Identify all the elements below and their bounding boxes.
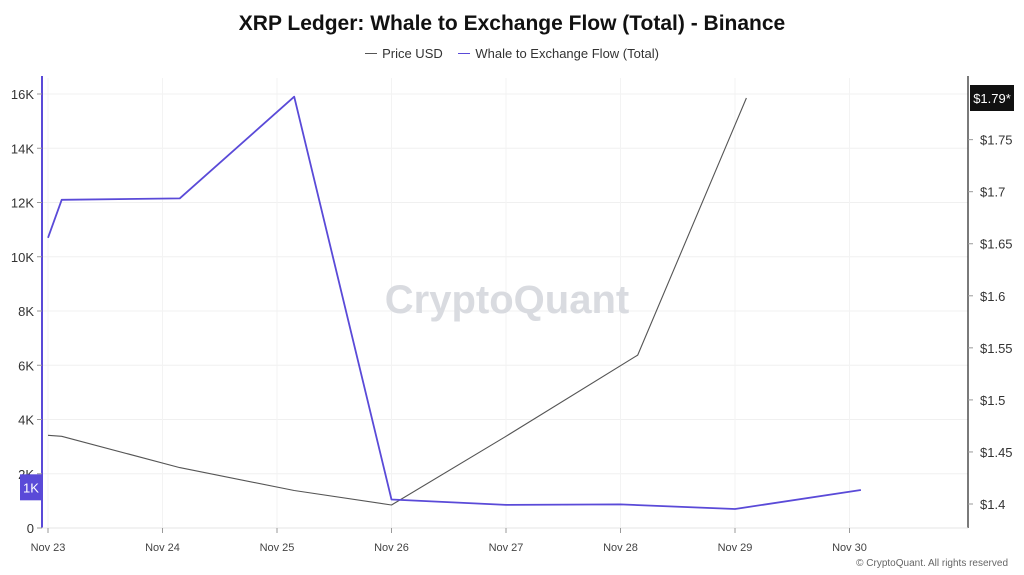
x-tick-label: Nov 23 [31, 542, 66, 554]
right-tick-label: $1.75 [980, 133, 1013, 148]
x-tick-label: Nov 24 [145, 542, 180, 554]
left-tick-label: 0 [27, 521, 34, 536]
x-tick-label: Nov 27 [489, 542, 524, 554]
left-tick-label: 10K [11, 250, 34, 265]
legend-item-price[interactable]: Price USD [365, 46, 443, 61]
left-marker-badge [20, 474, 42, 501]
x-tick-label: Nov 30 [832, 542, 867, 554]
right-tick-label: $1.65 [980, 237, 1013, 252]
series-line-price [47, 97, 747, 506]
chart-title: XRP Ledger: Whale to Exchange Flow (Tota… [238, 12, 786, 35]
left-tick-label: 4K [18, 413, 34, 428]
grid-lines [42, 78, 968, 529]
right-tick-label: $1.6 [980, 289, 1005, 304]
right-marker-label: $1.79* [973, 91, 1011, 106]
x-tick-label: Nov 25 [260, 542, 295, 554]
tick-labels: Nov 23 Nov 24 Nov 25 Nov 26 Nov 27 Nov 28 Nov … [11, 85, 1014, 554]
left-tick-label: 16K [11, 87, 34, 102]
axes [37, 76, 973, 533]
chart-legend: Price USD Whale to Exchange Flow (Total) [0, 46, 1024, 61]
legend-label-price: Price USD [382, 46, 443, 61]
x-tick-label: Nov 28 [603, 542, 638, 554]
right-tick-label: $1.7 [980, 185, 1005, 200]
watermark-text: CryptoQuant [385, 278, 629, 322]
legend-swatch-flow [458, 53, 471, 55]
legend-label-flow: Whale to Exchange Flow (Total) [475, 46, 659, 61]
right-tick-label: $1.45 [980, 445, 1013, 460]
series-line-flow [47, 95, 862, 510]
legend-swatch-price [365, 53, 378, 55]
left-tick-label: 14K [11, 141, 34, 156]
x-tick-label: Nov 26 [374, 542, 409, 554]
left-tick-label: 12K [11, 196, 34, 211]
left-marker-label: 1K [23, 480, 39, 495]
right-tick-label: $1.55 [980, 341, 1013, 356]
right-marker-badge [970, 85, 1014, 111]
x-tick-label: Nov 29 [718, 542, 753, 554]
left-tick-label: 8K [18, 304, 34, 319]
right-tick-label: $1.4 [980, 497, 1005, 512]
footer-credit: © CryptoQuant. All rights reserved [856, 558, 1008, 569]
series-lines [47, 95, 862, 510]
left-tick-label: 6K [18, 358, 34, 373]
legend-item-flow[interactable]: Whale to Exchange Flow (Total) [458, 46, 659, 61]
right-tick-label: $1.5 [980, 393, 1005, 408]
